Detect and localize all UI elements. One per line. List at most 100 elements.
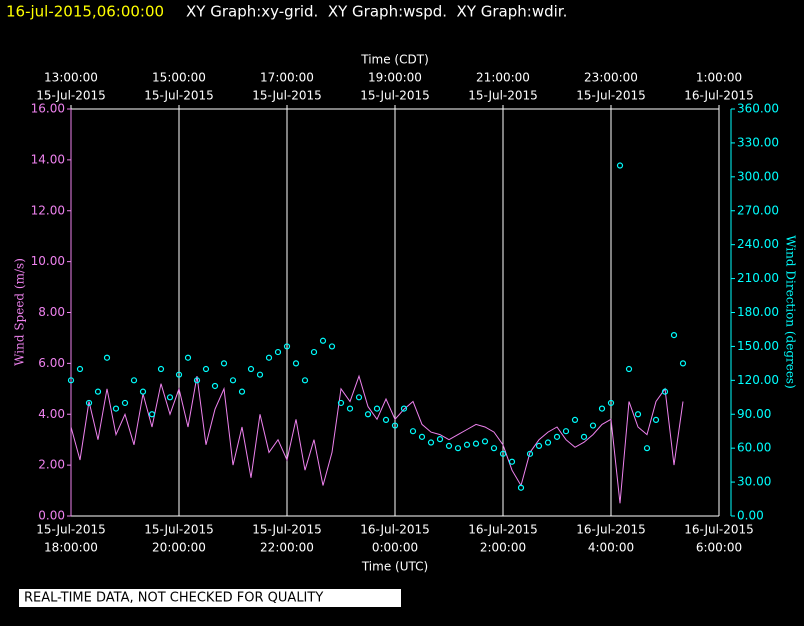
y2-tick-label: 270.00 (737, 203, 779, 217)
wind-direction-point (571, 416, 579, 424)
wind-direction-point (481, 438, 489, 445)
x-tick-label: 22:00:00 (260, 541, 314, 555)
wind-direction-point (418, 433, 426, 440)
wind-direction-point (310, 348, 318, 356)
wind-direction-point (256, 371, 264, 378)
wind-direction-point (292, 360, 300, 367)
x2-tick-label: 15-Jul-2015 (576, 89, 646, 103)
y-tick-label: 10.00 (31, 254, 65, 268)
wind-direction-point (436, 436, 444, 443)
chart-subtitle: XY Graph:xy-grid. XY Graph:wspd. XY Grap… (186, 3, 567, 21)
x2-tick-label: 21:00:00 (476, 71, 530, 85)
y2-tick-label: 300.00 (737, 169, 779, 183)
x2-tick-label: 15-Jul-2015 (360, 89, 430, 103)
wind-direction-point (553, 433, 561, 440)
annotation: REAL-TIME DATA, NOT CHECKED FOR QUALITY (24, 591, 323, 606)
x-tick-label: 0:00:00 (372, 541, 418, 555)
wind-direction-point (175, 371, 183, 378)
wind-direction-point (670, 332, 678, 339)
wind-direction-point (346, 405, 354, 412)
wind-direction-point (265, 354, 273, 361)
wind-direction-point (364, 411, 372, 418)
wind-direction-point (490, 445, 498, 452)
wind-direction-point (130, 377, 138, 384)
wind-direction-point (220, 360, 228, 367)
y-tick-label: 2.00 (38, 458, 65, 472)
y2-tick-label: 60.00 (737, 441, 771, 455)
annotation-box (19, 589, 401, 607)
x2-tick-label: 1:00:00 (696, 71, 742, 85)
wind-direction-point (634, 411, 642, 418)
wind-direction-point (391, 422, 399, 429)
x2-tick-label: 15:00:00 (152, 71, 206, 85)
chart-title: 16-jul-2015,06:00:00 (6, 3, 164, 21)
wind-direction-point (139, 388, 147, 395)
wind-direction-point (661, 388, 669, 395)
wind-direction-point (94, 388, 102, 395)
wind-direction-point (445, 442, 453, 450)
wind-direction-point (535, 442, 543, 450)
y-axis-title: Wind Speed (m/s) (13, 258, 27, 366)
wind-direction-point (67, 377, 75, 384)
y-tick-label: 14.00 (31, 152, 65, 166)
wind-direction-point (598, 405, 606, 412)
wind-direction-point (202, 365, 210, 373)
y-tick-label: 6.00 (38, 356, 65, 370)
x2-tick-label: 16-Jul-2015 (684, 89, 754, 103)
wind-direction-point (148, 411, 156, 418)
y2-tick-label: 30.00 (737, 475, 771, 489)
wind-direction-point (499, 450, 507, 457)
wind-direction-point (166, 394, 174, 401)
x-tick-label: 15-Jul-2015 (144, 523, 214, 537)
x-tick-label: 4:00:00 (588, 541, 634, 555)
x2-tick-label: 17:00:00 (260, 71, 314, 85)
y-tick-label: 12.00 (31, 203, 65, 217)
wind-direction-point (562, 428, 570, 435)
wind-direction-point (328, 343, 336, 350)
y2-tick-label: 0.00 (737, 509, 764, 523)
x2-tick-label: 15-Jul-2015 (36, 89, 106, 103)
wind-direction-point (652, 416, 660, 424)
wind-direction-point (193, 377, 201, 384)
wind-direction-point (589, 422, 597, 429)
wind-direction-point (409, 428, 417, 435)
wind-direction-point (319, 337, 327, 344)
wind-speed-line (70, 374, 684, 504)
x-tick-label: 20:00:00 (152, 541, 206, 555)
y-tick-label: 16.00 (31, 102, 65, 116)
wind-direction-point (229, 377, 237, 384)
y-tick-label: 4.00 (38, 407, 65, 421)
x2-tick-label: 15-Jul-2015 (468, 89, 538, 103)
y2-tick-label: 360.00 (737, 102, 779, 116)
wind-direction-point (580, 433, 588, 440)
wind-direction-point (103, 354, 111, 361)
wind-direction-point (184, 354, 192, 361)
x-tick-label: 6:00:00 (696, 541, 742, 555)
x-tick-label: 16-Jul-2015 (360, 523, 430, 537)
wind-direction-point (337, 399, 345, 407)
x2-tick-label: 23:00:00 (584, 71, 638, 85)
wind-direction-point (301, 377, 309, 384)
y-tick-label: 0.00 (38, 509, 65, 523)
y2-tick-label: 180.00 (737, 305, 779, 319)
wind-direction-point (472, 440, 480, 447)
y2-tick-label: 150.00 (737, 339, 779, 353)
wind-direction-point (616, 162, 624, 169)
x-axis-title: Time (UTC) (361, 560, 428, 574)
y2-tick-label: 330.00 (737, 135, 779, 149)
wind-direction-point (625, 365, 633, 373)
x-tick-label: 2:00:00 (480, 541, 526, 555)
x2-axis-title: Time (CDT) (360, 53, 429, 67)
y-tick-label: 8.00 (38, 305, 65, 319)
x2-tick-label: 15-Jul-2015 (144, 89, 214, 103)
wind-direction-point (454, 445, 462, 452)
wind-direction-point (121, 399, 129, 407)
wind-direction-point (508, 458, 516, 465)
wind-direction-point (517, 484, 525, 491)
wind-direction-point (526, 450, 534, 457)
wind-direction-point (76, 365, 84, 373)
wind-direction-point (355, 394, 363, 401)
x2-tick-label: 19:00:00 (368, 71, 422, 85)
